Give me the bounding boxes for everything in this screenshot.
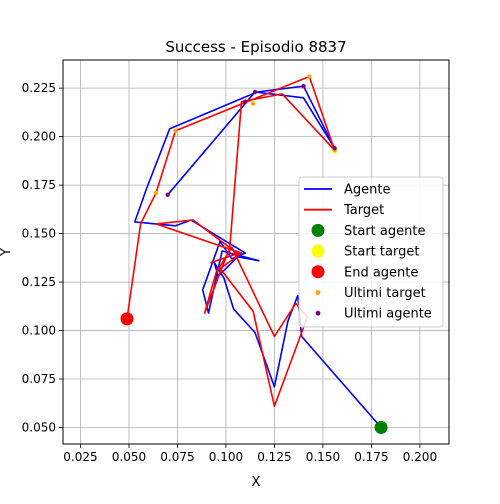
legend-label-start-target: Start target: [344, 245, 419, 260]
legend-swatch-start-agente: [312, 224, 325, 237]
legend-swatch-end-agente: [312, 265, 325, 278]
legend-label-end-agente: End agente: [344, 265, 418, 280]
legend: Agente Target Start agente Start target End …: [299, 177, 443, 327]
x-tick-label: 0.050: [112, 450, 146, 464]
y-tick-label: 0.100: [22, 324, 56, 338]
x-tick-label: 0.150: [306, 450, 340, 464]
legend-label-ultimi-agente: Ultimi agente: [344, 307, 432, 322]
x-tick-label: 0.125: [257, 450, 291, 464]
x-axis-label: X: [252, 475, 261, 490]
legend-label-target: Target: [343, 203, 384, 218]
legend-swatch-start-target: [312, 245, 325, 258]
x-tick-label: 0.075: [160, 450, 194, 464]
y-tick-label: 0.225: [22, 81, 56, 95]
y-tick-label: 0.075: [22, 372, 56, 386]
recent-agent-point: [301, 84, 305, 88]
x-tick-label: 0.200: [403, 450, 437, 464]
recent-target-point: [173, 129, 177, 133]
chart-title: Success - Episodio 8837: [165, 38, 346, 56]
end-agent-marker: [121, 312, 134, 325]
y-tick-label: 0.150: [22, 227, 56, 241]
recent-agent-point: [253, 90, 257, 94]
legend-label-ultimi-target: Ultimi target: [344, 286, 426, 301]
legend-swatch-ultimi-target: [316, 290, 321, 295]
y-tick-label: 0.200: [22, 130, 56, 144]
y-axis-label: Y: [0, 248, 14, 257]
legend-label-agente: Agente: [344, 183, 390, 198]
recent-target-point: [251, 101, 255, 105]
start-agent-marker: [375, 421, 388, 434]
recent-agent-point: [166, 193, 170, 197]
legend-label-start-agente: Start agente: [344, 224, 425, 239]
x-tick-label: 0.100: [209, 450, 243, 464]
recent-agent-point: [243, 100, 247, 104]
recent-target-point: [154, 191, 158, 195]
recent-agent-point: [332, 146, 336, 150]
y-tick-label: 0.175: [22, 178, 56, 192]
y-tick-label: 0.050: [22, 421, 56, 435]
y-tick-label: 0.125: [22, 275, 56, 289]
recent-target-point: [307, 74, 311, 78]
legend-swatch-ultimi-agente: [316, 311, 321, 316]
x-tick-label: 0.175: [354, 450, 388, 464]
x-tick-label: 0.025: [63, 450, 97, 464]
